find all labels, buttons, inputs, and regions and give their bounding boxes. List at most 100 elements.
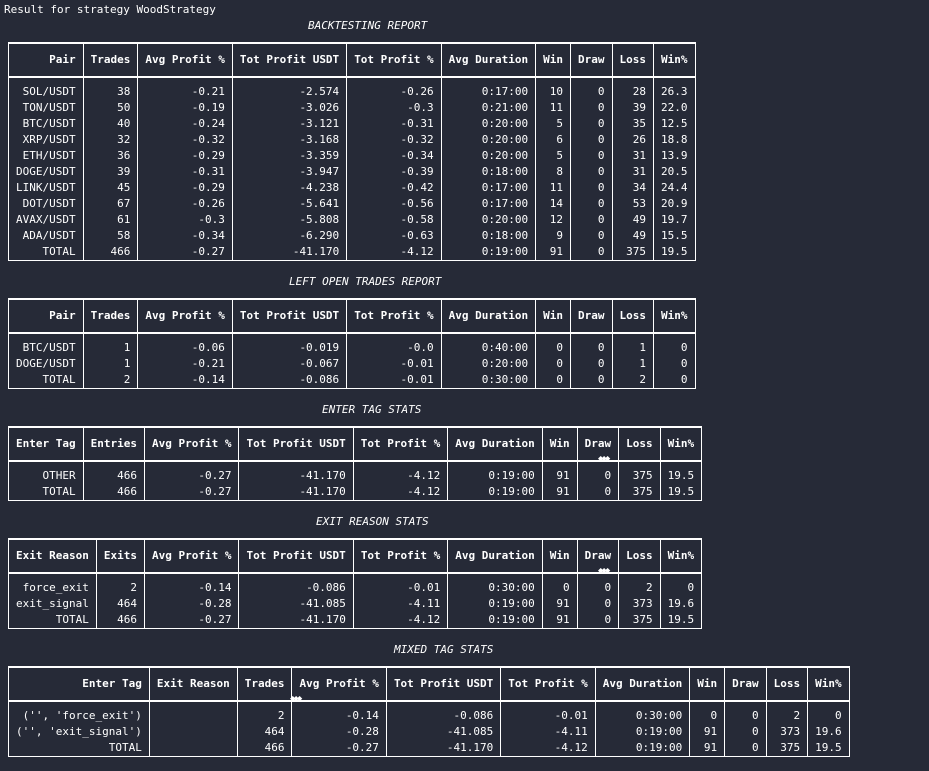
table-cell-avg-profit: -0.34 (137, 228, 233, 244)
column-header-win: Win (541, 426, 578, 462)
table-cell-draw: 0 (570, 180, 613, 196)
table-cell-trades: 50 (82, 100, 139, 116)
column-header-loss: Loss (765, 666, 809, 702)
column-header-avg-duration: Avg Duration (447, 426, 543, 462)
column-header-tot-profit-usdt: Tot Profit USDT (238, 426, 354, 462)
table-cell-draw: 0 (724, 724, 767, 740)
table-cell-avg-profit: -0.06 (137, 340, 233, 356)
table-cell-win: 19.5 (659, 484, 703, 501)
table-cell-avg-profit: -0.27 (137, 244, 233, 261)
table-cell-avg-duration: 0:20:00 (440, 116, 537, 132)
table-cell-win: 0 (535, 372, 572, 389)
table-row: exit_signal 464 -0.28 -41.085 -4.11 0:19:00 91… (8, 596, 703, 612)
table-cell-avg-duration: 0:30:00 (594, 708, 691, 724)
table-row: TOTAL 2 -0.14 -0.086 -0.01 0:30:00 0 0 2 0 (8, 372, 696, 389)
table-cell-tot-profit: -0.42 (346, 180, 442, 196)
table-cell-avg-profit: -0.19 (137, 100, 233, 116)
table-cell-tot-profit-usdt: -41.170 (238, 484, 354, 501)
strategy-header: Result for strategy WoodStrategy (4, 3, 216, 16)
column-header-tot-profit-usdt: Tot Profit USDT (238, 538, 354, 574)
table-row: XRP/USDT 32 -0.32 -3.168 -0.32 0:20:00 6 0 26 18.… (8, 132, 696, 148)
table-cell-pair: ADA/USDT (8, 228, 84, 244)
table-cell-exits: 466 (95, 612, 145, 629)
left-open-trades-table: Pair Trades Avg Profit % Tot Profit USDT Tot… (8, 298, 696, 389)
table-cell-trades: 58 (82, 228, 139, 244)
table-cell-trades: 61 (82, 212, 139, 228)
table-cell-avg-profit: -0.21 (137, 84, 233, 100)
table-row: LINK/USDT 45 -0.29 -4.238 -0.42 0:17:00 11 0 34 2… (8, 180, 696, 196)
table-cell-win: 11 (535, 100, 572, 116)
table-cell-draw: 0 (576, 596, 620, 612)
table-cell-draw: 0 (576, 580, 620, 596)
table-cell-avg-duration: 0:20:00 (440, 148, 537, 164)
table-row: AVAX/USDT 61 -0.3 -5.808 -0.58 0:20:00 12 0 49 19… (8, 212, 696, 228)
table-cell-tot-profit-usdt: -41.170 (231, 244, 348, 261)
column-header-loss: Loss (618, 426, 661, 462)
table-cell-tot-profit: -0.58 (346, 212, 442, 228)
table-cell-tot-profit: -0.01 (500, 708, 596, 724)
table-cell-trades: 2 (82, 372, 139, 389)
table-cell-tot-profit-usdt: -41.170 (238, 468, 354, 484)
table-cell-loss: 2 (611, 372, 655, 389)
table-cell-pair: BTC/USDT (8, 340, 84, 356)
table-cell-enter-tag: TOTAL (8, 740, 150, 757)
table-cell-win: 91 (689, 740, 726, 757)
table-cell-loss: 375 (618, 612, 661, 629)
table-cell-win: 24.4 (653, 180, 696, 196)
table-cell-avg-profit: -0.29 (137, 148, 233, 164)
table-cell-avg-profit: -0.28 (291, 724, 387, 740)
table-cell-draw: 0 (570, 132, 613, 148)
column-header-tot-profit: Tot Profit % (500, 666, 596, 702)
table-cell-trades: 466 (236, 740, 293, 757)
spinner-icon: ◆◆◆ (290, 694, 302, 704)
spinner-icon: ◆◆◆ (598, 566, 610, 576)
table-cell-win: 0 (659, 580, 703, 596)
column-header-pair: Pair (8, 298, 84, 334)
table-cell-pair: AVAX/USDT (8, 212, 84, 228)
table-cell-win: 5 (535, 116, 572, 132)
table-cell-avg-profit: -0.14 (137, 372, 233, 389)
left-open-trades-title: LEFT OPEN TRADES REPORT (289, 275, 442, 288)
table-spacer (8, 333, 696, 340)
table-cell-avg-duration: 0:40:00 (440, 340, 537, 356)
table-cell-avg-duration: 0:20:00 (440, 132, 537, 148)
table-cell-draw: 0 (570, 340, 613, 356)
table-cell-avg-duration: 0:30:00 (447, 580, 543, 596)
table-cell-draw: 0 (724, 708, 767, 724)
table-cell-trades: 466 (82, 244, 139, 261)
table-row: TOTAL 466 -0.27 -41.170 -4.12 0:19:00 91 0 375 19… (8, 740, 850, 757)
table-cell-pair: XRP/USDT (8, 132, 84, 148)
exit-reason-stats-table: Exit Reason Exits Avg Profit % Tot Profit U… (8, 538, 703, 629)
column-header-win: Win% (659, 426, 703, 462)
table-cell-draw: 0 (570, 244, 613, 261)
table-cell-enter-tag: OTHER (8, 468, 84, 484)
table-cell-tot-profit: -0.3 (346, 100, 442, 116)
column-header-trades: Trades (82, 42, 139, 78)
enter-tag-stats-title: ENTER TAG STATS (322, 403, 422, 416)
column-header-avg-profit: Avg Profit % (137, 42, 233, 78)
table-cell-exit-reason: force_exit (8, 580, 97, 596)
table-cell-exit-reason: TOTAL (8, 612, 97, 629)
table-cell-tot-profit-usdt: -0.086 (238, 580, 354, 596)
table-cell-avg-duration: 0:19:00 (447, 468, 543, 484)
table-cell-draw: 0 (570, 196, 613, 212)
table-cell-tot-profit: -0.01 (346, 372, 442, 389)
table-cell-tot-profit: -0.39 (346, 164, 442, 180)
table-cell-tot-profit-usdt: -3.359 (231, 148, 348, 164)
table-cell-tot-profit: -4.12 (352, 484, 449, 501)
table-cell-pair: TON/USDT (8, 100, 84, 116)
table-row: DOGE/USDT 1 -0.21 -0.067 -0.01 0:20:00 0 0 1 0 (8, 356, 696, 372)
table-row: DOT/USDT 67 -0.26 -5.641 -0.56 0:17:00 14 0 53 20… (8, 196, 696, 212)
table-cell-loss: 39 (611, 100, 655, 116)
column-header-exit-reason: Exit Reason (8, 538, 97, 574)
column-header-tot-profit-usdt: Tot Profit USDT (231, 42, 348, 78)
table-cell-loss: 34 (611, 180, 655, 196)
table-cell-trades: 38 (82, 84, 139, 100)
table-cell-avg-profit: -0.14 (291, 708, 387, 724)
table-cell-win: 18.8 (653, 132, 696, 148)
table-cell-loss: 375 (765, 740, 809, 757)
table-cell-trades: 464 (236, 724, 293, 740)
table-cell-exit-reason (148, 724, 238, 740)
table-cell-tot-profit-usdt: -5.641 (231, 196, 348, 212)
column-header-entries: Entries (82, 426, 145, 462)
